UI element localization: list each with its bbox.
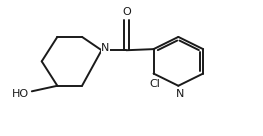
Text: Cl: Cl bbox=[149, 79, 160, 89]
Text: N: N bbox=[175, 89, 184, 99]
Text: HO: HO bbox=[12, 89, 29, 99]
Text: N: N bbox=[101, 43, 110, 53]
Text: O: O bbox=[122, 7, 131, 18]
